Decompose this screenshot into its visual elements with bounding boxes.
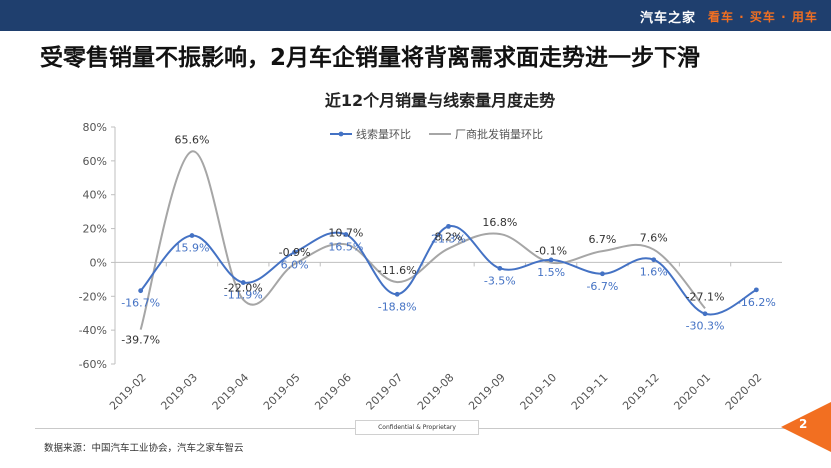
data-label: 6.0% — [281, 258, 309, 271]
data-point — [651, 257, 657, 263]
data-label: -3.5% — [484, 274, 516, 287]
data-point — [138, 288, 144, 294]
data-point — [702, 311, 708, 317]
x-tick-label: 2020-01 — [671, 371, 713, 413]
data-label: 16.5% — [328, 240, 363, 253]
data-label: 65.6% — [174, 133, 209, 146]
data-point — [189, 233, 195, 238]
data-source-note: 数据来源：中国汽车工业协会，汽车之家车智云 — [44, 443, 244, 454]
x-tick-label: 2019-12 — [620, 371, 662, 413]
line-chart: 近12个月销量与线索量月度走势 线索量环比 厂商批发销量环比 80% 60% 40% 2… — [79, 91, 782, 413]
data-labels: -16.7% 15.9% -11.9% 6.0% 16.5% -18.8% 21.3% -3.… — [121, 133, 776, 346]
data-point — [753, 287, 759, 293]
data-label: 16.8% — [482, 216, 517, 229]
x-tick-label: 2019-05 — [261, 371, 303, 413]
data-label: -16.2% — [737, 296, 776, 309]
legend-marker — [338, 131, 344, 137]
top-banner: 汽车之家 看车 · 买车 · 用车 — [0, 0, 831, 31]
confidential-label: Confidential & Proprietary — [355, 420, 479, 435]
data-label: -18.8% — [378, 300, 417, 313]
y-axis: 80% 60% 40% 20% 0% -20% -40% -60% — [79, 121, 116, 371]
data-point — [497, 265, 503, 271]
x-tick-label: 2019-02 — [107, 371, 149, 413]
data-label: 6.7% — [588, 233, 616, 246]
x-tick-label: 2019-06 — [312, 371, 354, 413]
brand-logo-text: 汽车之家 — [640, 11, 697, 26]
y-tick-label: 60% — [83, 155, 107, 168]
brand-slogan: 看车 · 买车 · 用车 — [708, 10, 818, 24]
data-point — [292, 249, 297, 255]
data-point — [548, 257, 554, 263]
legend-label: 线索量环比 — [356, 127, 411, 141]
data-label: -6.7% — [586, 280, 618, 293]
page-number-marker — [781, 402, 831, 452]
y-tick-label: -60% — [79, 358, 107, 371]
page-number: 2 — [799, 417, 808, 431]
data-point — [600, 271, 605, 277]
legend-label: 厂商批发销量环比 — [455, 127, 543, 141]
x-axis: 2019-02 2019-03 2019-04 2019-05 2019-06 2019-… — [107, 261, 782, 413]
series-line — [139, 150, 706, 330]
y-tick-label: 0% — [90, 256, 107, 269]
chart-title: 近12个月销量与线索量月度走势 — [325, 91, 555, 110]
data-label: 8.2% — [435, 231, 463, 244]
x-tick-label: 2019-03 — [158, 371, 200, 413]
data-label: -0.9% — [279, 246, 311, 259]
y-tick-label: 80% — [83, 121, 107, 134]
series-layer — [138, 150, 759, 330]
x-tick-label: 2019-04 — [210, 371, 252, 413]
x-tick-label: 2020-02 — [723, 371, 765, 413]
data-label: -39.7% — [121, 334, 160, 347]
y-tick-label: 40% — [83, 189, 107, 202]
x-tick-label: 2019-08 — [415, 371, 457, 413]
data-label: -16.7% — [121, 297, 160, 310]
data-label: -11.6% — [378, 264, 417, 277]
data-label: -30.3% — [686, 320, 725, 333]
data-label: 7.6% — [640, 232, 668, 245]
data-point — [240, 280, 246, 285]
x-tick-label: 2019-10 — [518, 371, 560, 413]
data-label: 1.5% — [537, 266, 565, 279]
data-point — [343, 232, 349, 237]
slide-headline: 受零售销量不振影响，2月车企销量将背离需求面走势进一步下滑 — [40, 45, 701, 71]
chart-legend: 线索量环比 厂商批发销量环比 — [330, 127, 543, 141]
y-tick-label: -20% — [79, 290, 107, 303]
y-tick-label: -40% — [79, 324, 107, 337]
data-point — [446, 223, 451, 229]
data-label: 1.6% — [640, 266, 668, 279]
data-label: 15.9% — [174, 242, 209, 255]
data-point — [394, 291, 400, 297]
data-label: 10.7% — [328, 226, 363, 239]
data-label: 21.3% — [431, 232, 466, 245]
data-label: -11.9% — [224, 289, 263, 302]
y-tick-label: 20% — [83, 223, 107, 236]
x-tick-label: 2019-09 — [466, 371, 508, 413]
x-tick-label: 2019-07 — [364, 371, 406, 413]
x-tick-label: 2019-11 — [569, 371, 611, 413]
data-label: -22.0% — [224, 282, 263, 295]
data-label: -27.1% — [686, 290, 725, 303]
data-label: -0.1% — [535, 245, 567, 258]
